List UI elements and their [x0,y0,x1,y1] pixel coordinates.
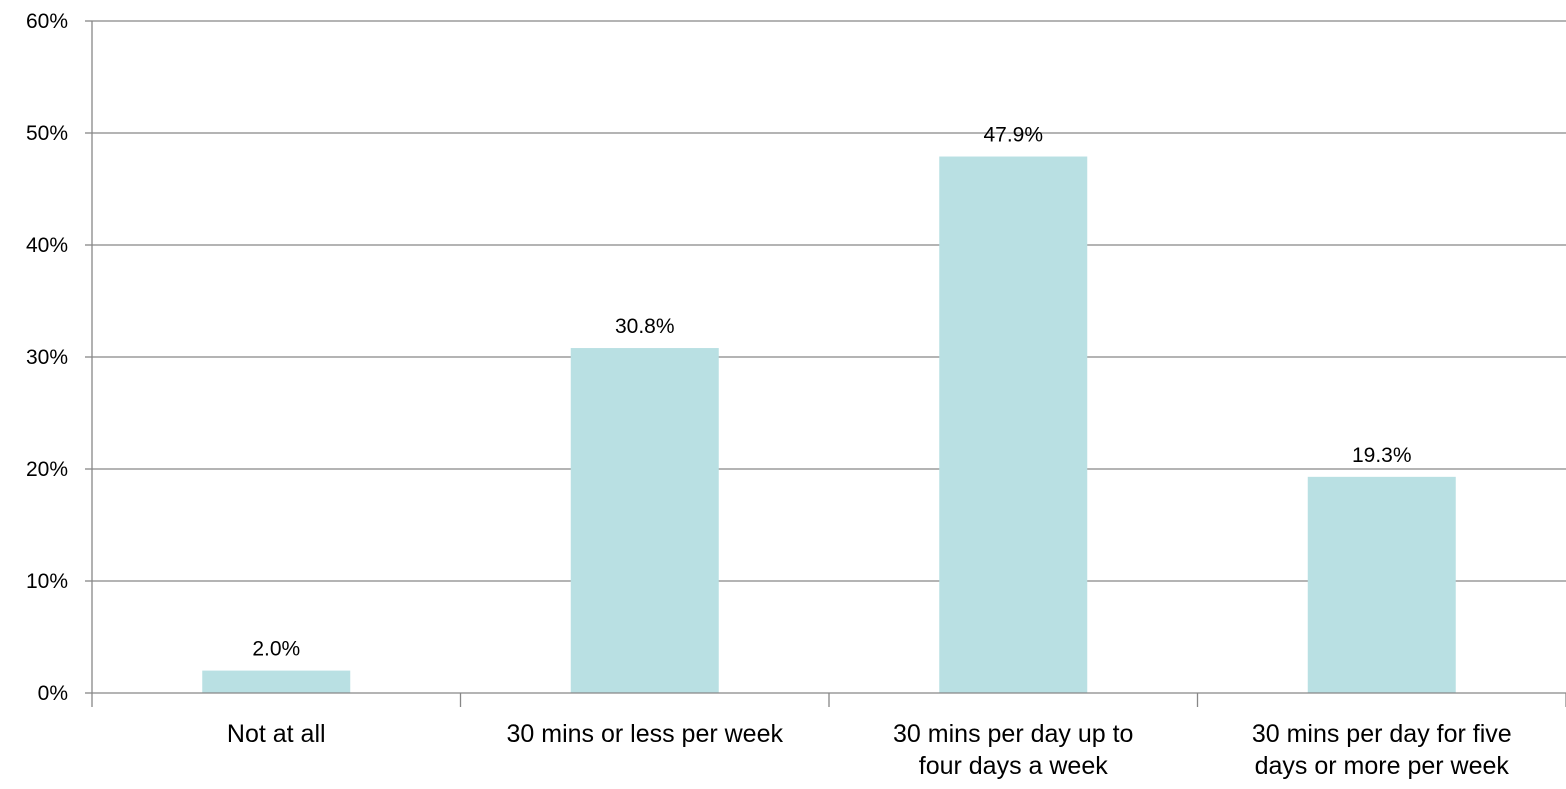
x-axis-category-label: 30 mins or less per week [506,720,783,748]
x-axis-category-label-line: Not at all [227,720,326,748]
data-label: 30.8% [615,315,675,338]
bars [202,156,1456,693]
x-axis-category-label: 30 mins per day for five days or more per… [1252,720,1512,780]
data-label: 2.0% [252,638,300,661]
y-axis-tick-label: 10% [26,570,68,593]
bar [1307,476,1456,693]
x-axis-category-label-line: 30 mins per day up to [893,720,1133,748]
data-labels: 2.0% 30.8% 47.9% 19.3% [252,124,1411,661]
x-axis-category-label-line: 30 mins or less per week [506,720,783,748]
data-label: 19.3% [1352,444,1412,467]
bar [202,670,351,693]
bar [939,156,1088,693]
x-axis-category-label: 30 mins per day up to four days a week [893,720,1133,780]
y-axis-tick-label: 40% [26,234,68,257]
x-axis-category-label-line: four days a week [919,752,1108,780]
x-axis-category-label-line: days or more per week [1255,752,1510,780]
y-axis-tick-label: 20% [26,458,68,481]
y-axis-tick-label: 50% [26,122,68,145]
data-label: 47.9% [983,124,1043,147]
y-axis-tick-labels: 0% 10% 20% 30% 40% 50% 60% [26,10,68,705]
y-axis-tick-label: 30% [26,346,68,369]
x-axis-category-label: Not at all [227,720,326,748]
x-axis-category-labels: Not at all 30 mins or less per week 30 min… [227,720,1512,780]
x-axis-category-label-line: 30 mins per day for five [1252,720,1512,748]
y-axis-tick-label: 0% [38,682,68,705]
axes [85,20,1566,707]
bar [570,348,719,693]
y-axis-tick-label: 60% [26,10,68,33]
